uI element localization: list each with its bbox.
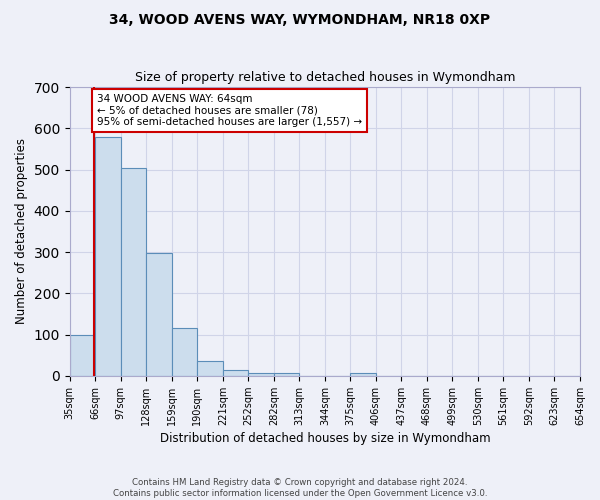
Bar xyxy=(248,372,274,376)
Text: 34, WOOD AVENS WAY, WYMONDHAM, NR18 0XP: 34, WOOD AVENS WAY, WYMONDHAM, NR18 0XP xyxy=(109,12,491,26)
Bar xyxy=(172,328,197,376)
Bar xyxy=(350,373,376,376)
Title: Size of property relative to detached houses in Wymondham: Size of property relative to detached ho… xyxy=(134,72,515,85)
Text: Contains HM Land Registry data © Crown copyright and database right 2024.
Contai: Contains HM Land Registry data © Crown c… xyxy=(113,478,487,498)
Bar xyxy=(197,361,223,376)
Bar xyxy=(274,373,299,376)
Bar xyxy=(223,370,248,376)
Y-axis label: Number of detached properties: Number of detached properties xyxy=(15,138,28,324)
Bar xyxy=(70,334,95,376)
Bar xyxy=(146,253,172,376)
Bar xyxy=(95,136,121,376)
Bar xyxy=(121,168,146,376)
Text: 34 WOOD AVENS WAY: 64sqm
← 5% of detached houses are smaller (78)
95% of semi-de: 34 WOOD AVENS WAY: 64sqm ← 5% of detache… xyxy=(97,94,362,128)
X-axis label: Distribution of detached houses by size in Wymondham: Distribution of detached houses by size … xyxy=(160,432,490,445)
